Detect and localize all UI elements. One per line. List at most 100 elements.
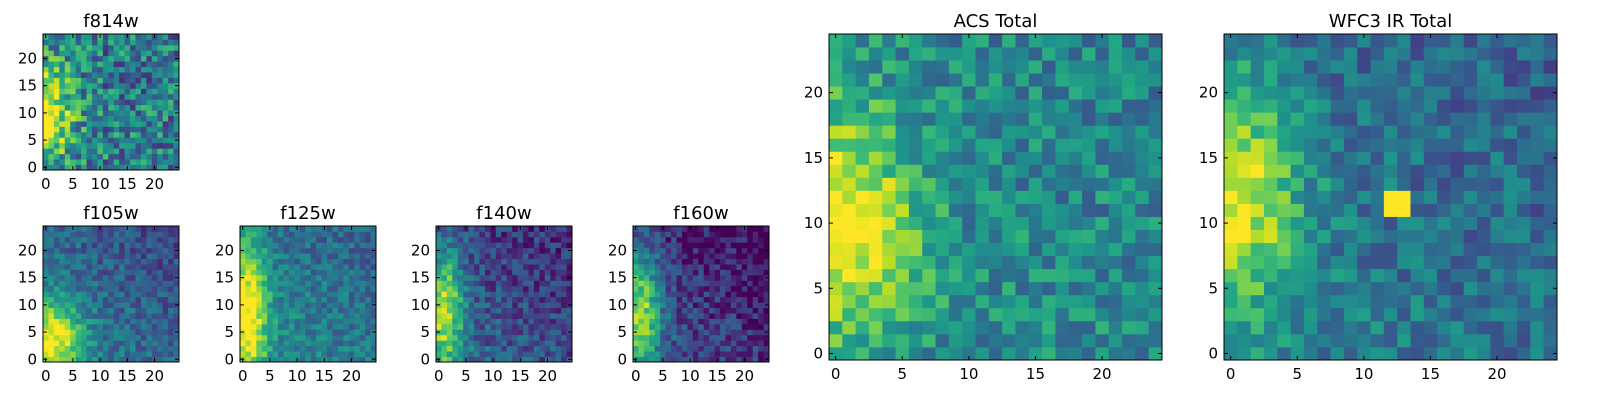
heatmap-cell	[310, 258, 317, 265]
heatmap-cell	[162, 280, 169, 287]
heatmap-cell	[146, 356, 153, 363]
heatmap-cell	[113, 264, 120, 270]
heatmap-cell	[643, 345, 650, 352]
heatmap-cell	[370, 307, 377, 314]
heatmap-cell	[124, 99, 131, 106]
heatmap-cell	[692, 236, 699, 243]
heatmap-cell	[146, 334, 153, 341]
heatmap-cell	[168, 302, 174, 308]
heatmap-cell	[1237, 138, 1252, 152]
heatmap-cell	[741, 313, 748, 319]
heatmap-cell	[441, 351, 448, 357]
heatmap-cell	[168, 121, 174, 127]
heatmap-cell	[698, 323, 705, 330]
heatmap-cell	[59, 285, 66, 292]
heatmap-cell	[113, 258, 120, 265]
heatmap-cell	[294, 291, 301, 298]
heatmap-cell	[162, 34, 169, 40]
heatmap-cell	[146, 323, 153, 330]
heatmap-cell	[539, 258, 546, 265]
heatmap-cell	[758, 307, 764, 314]
heatmap-cell	[1330, 164, 1345, 178]
heatmap-cell	[151, 296, 158, 303]
heatmap-cell	[703, 329, 710, 336]
heatmap-cell	[256, 285, 263, 292]
heatmap-cell	[157, 307, 164, 314]
heatmap-cell	[261, 226, 268, 232]
heatmap-cell	[1343, 346, 1358, 361]
heatmap-cell	[687, 280, 694, 287]
heatmap-cell	[495, 231, 502, 238]
heatmap-cell	[1135, 138, 1150, 152]
heatmap-cell	[747, 264, 754, 270]
heatmap-cell	[752, 269, 759, 276]
heatmap-cell	[457, 269, 464, 276]
heatmap-cell	[59, 142, 66, 149]
heatmap-cell	[250, 280, 257, 287]
heatmap-cell	[681, 302, 688, 308]
heatmap-cell	[452, 236, 459, 243]
heatmap-cell	[495, 351, 502, 357]
heatmap-cell	[1263, 34, 1278, 48]
heatmap-cell	[468, 285, 475, 292]
heatmap-cell	[59, 44, 66, 51]
heatmap-cell	[758, 329, 764, 336]
heatmap-cell	[895, 216, 910, 230]
heatmap-cell	[495, 302, 502, 308]
heatmap-cell	[151, 153, 158, 160]
heatmap-cell	[261, 258, 268, 265]
heatmap-cell	[1477, 138, 1491, 152]
heatmap-cell	[113, 88, 120, 95]
heatmap-cell	[173, 99, 180, 106]
heatmap-cell	[1463, 86, 1478, 100]
heatmap-cell	[523, 269, 529, 276]
heatmap-cell	[299, 291, 306, 298]
heatmap-cell	[250, 318, 257, 325]
heatmap-cell	[1263, 99, 1278, 113]
heatmap-cell	[643, 318, 650, 325]
heatmap-cell	[130, 253, 136, 260]
heatmap-cell	[102, 137, 109, 144]
heatmap-cell	[703, 231, 710, 238]
heatmap-cell	[446, 280, 453, 287]
heatmap-cell	[1317, 164, 1331, 178]
heatmap-cell	[681, 296, 688, 303]
heatmap-cell	[146, 242, 153, 249]
heatmap-cell	[162, 253, 169, 260]
heatmap-cell	[654, 329, 661, 336]
heatmap-cell	[550, 345, 557, 352]
heatmap-cell	[294, 269, 301, 276]
heatmap-cell	[119, 285, 125, 292]
heatmap-cell	[855, 125, 870, 139]
heatmap-cell	[64, 296, 71, 303]
heatmap-cell	[948, 203, 963, 217]
heatmap-cell	[294, 340, 301, 347]
heatmap-cell	[64, 253, 71, 260]
heatmap-cell	[337, 302, 344, 308]
heatmap-cell	[130, 126, 136, 133]
heatmap-cell	[714, 340, 721, 347]
heatmap-cell	[70, 307, 77, 314]
heatmap-cell	[736, 356, 743, 363]
heatmap-cell	[1015, 229, 1030, 244]
heatmap-cell	[698, 264, 705, 270]
heatmap-cell	[288, 296, 295, 303]
heatmap-cell	[1450, 177, 1465, 191]
heatmap-cell	[692, 340, 699, 347]
f105w-ytick-label: 20	[18, 241, 37, 259]
heatmap-cell	[278, 269, 284, 276]
heatmap-cell	[173, 77, 180, 84]
heatmap-cell	[1055, 268, 1070, 283]
heatmap-cell	[162, 55, 169, 62]
heatmap-cell	[146, 296, 153, 303]
heatmap-cell	[948, 268, 963, 283]
heatmap-cell	[75, 236, 82, 243]
heatmap-cell	[855, 47, 870, 61]
heatmap-cell	[436, 242, 442, 249]
heatmap-cell	[709, 296, 715, 303]
heatmap-cell	[1490, 164, 1505, 178]
heatmap-cell	[102, 93, 109, 100]
heatmap-cell	[484, 280, 491, 287]
heatmap-cell	[288, 226, 295, 232]
heatmap-cell	[146, 137, 153, 144]
